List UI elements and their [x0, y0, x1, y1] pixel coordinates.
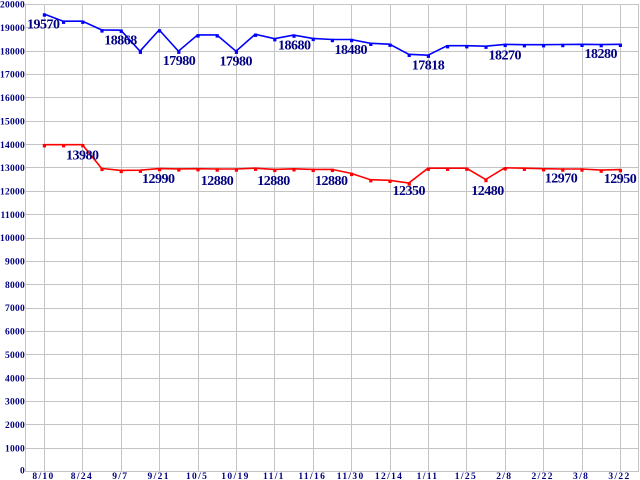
svg-text:17980: 17980 — [163, 54, 196, 69]
svg-text:15000: 15000 — [0, 118, 25, 128]
svg-text:11/16: 11/16 — [298, 472, 326, 480]
svg-text:12000: 12000 — [0, 188, 25, 198]
svg-text:17818: 17818 — [412, 59, 445, 74]
svg-text:1/25: 1/25 — [455, 472, 477, 480]
svg-text:11/1: 11/1 — [263, 472, 285, 480]
svg-text:9/21: 9/21 — [148, 472, 170, 480]
svg-text:1/11: 1/11 — [417, 472, 439, 480]
svg-text:16000: 16000 — [0, 94, 25, 104]
svg-text:11000: 11000 — [1, 211, 25, 221]
svg-text:19000: 19000 — [0, 24, 25, 34]
svg-text:12880: 12880 — [201, 174, 234, 189]
svg-text:3/22: 3/22 — [608, 472, 630, 480]
svg-text:13000: 13000 — [0, 164, 25, 174]
svg-text:9/7: 9/7 — [112, 472, 128, 480]
svg-text:18270: 18270 — [488, 49, 521, 64]
svg-text:19570: 19570 — [27, 18, 60, 33]
svg-text:18868: 18868 — [104, 33, 137, 48]
svg-text:9000: 9000 — [5, 258, 25, 268]
svg-text:0: 0 — [20, 467, 25, 477]
svg-text:18680: 18680 — [278, 38, 311, 53]
svg-text:10/5: 10/5 — [186, 472, 208, 480]
svg-text:11/30: 11/30 — [337, 472, 365, 480]
svg-text:1000: 1000 — [5, 444, 25, 454]
svg-text:10/19: 10/19 — [221, 472, 249, 480]
svg-text:8/24: 8/24 — [71, 472, 93, 480]
svg-text:2/8: 2/8 — [496, 472, 512, 480]
svg-text:3/8: 3/8 — [573, 472, 589, 480]
svg-text:18280: 18280 — [584, 47, 617, 62]
svg-text:4000: 4000 — [5, 374, 25, 384]
svg-text:7000: 7000 — [5, 304, 25, 314]
svg-text:12970: 12970 — [545, 171, 578, 186]
svg-text:2/22: 2/22 — [532, 472, 554, 480]
svg-text:12/14: 12/14 — [375, 472, 403, 480]
svg-text:2000: 2000 — [5, 421, 25, 431]
svg-text:17000: 17000 — [0, 71, 25, 81]
svg-text:14000: 14000 — [0, 141, 25, 151]
svg-text:12990: 12990 — [142, 172, 175, 187]
svg-text:12880: 12880 — [257, 174, 290, 189]
svg-text:12480: 12480 — [471, 184, 504, 199]
svg-text:12880: 12880 — [315, 174, 348, 189]
svg-text:20000: 20000 — [0, 1, 25, 11]
svg-text:12350: 12350 — [393, 184, 426, 199]
svg-text:18000: 18000 — [0, 47, 25, 57]
svg-text:6000: 6000 — [5, 328, 25, 338]
svg-text:13980: 13980 — [66, 149, 99, 164]
svg-text:8/10: 8/10 — [32, 472, 54, 480]
svg-text:10000: 10000 — [0, 234, 25, 244]
svg-text:18480: 18480 — [334, 43, 367, 58]
svg-text:5000: 5000 — [5, 351, 25, 361]
svg-text:3000: 3000 — [5, 398, 25, 408]
svg-text:12950: 12950 — [604, 172, 637, 187]
svg-text:8000: 8000 — [5, 281, 25, 291]
svg-text:17980: 17980 — [220, 55, 253, 70]
